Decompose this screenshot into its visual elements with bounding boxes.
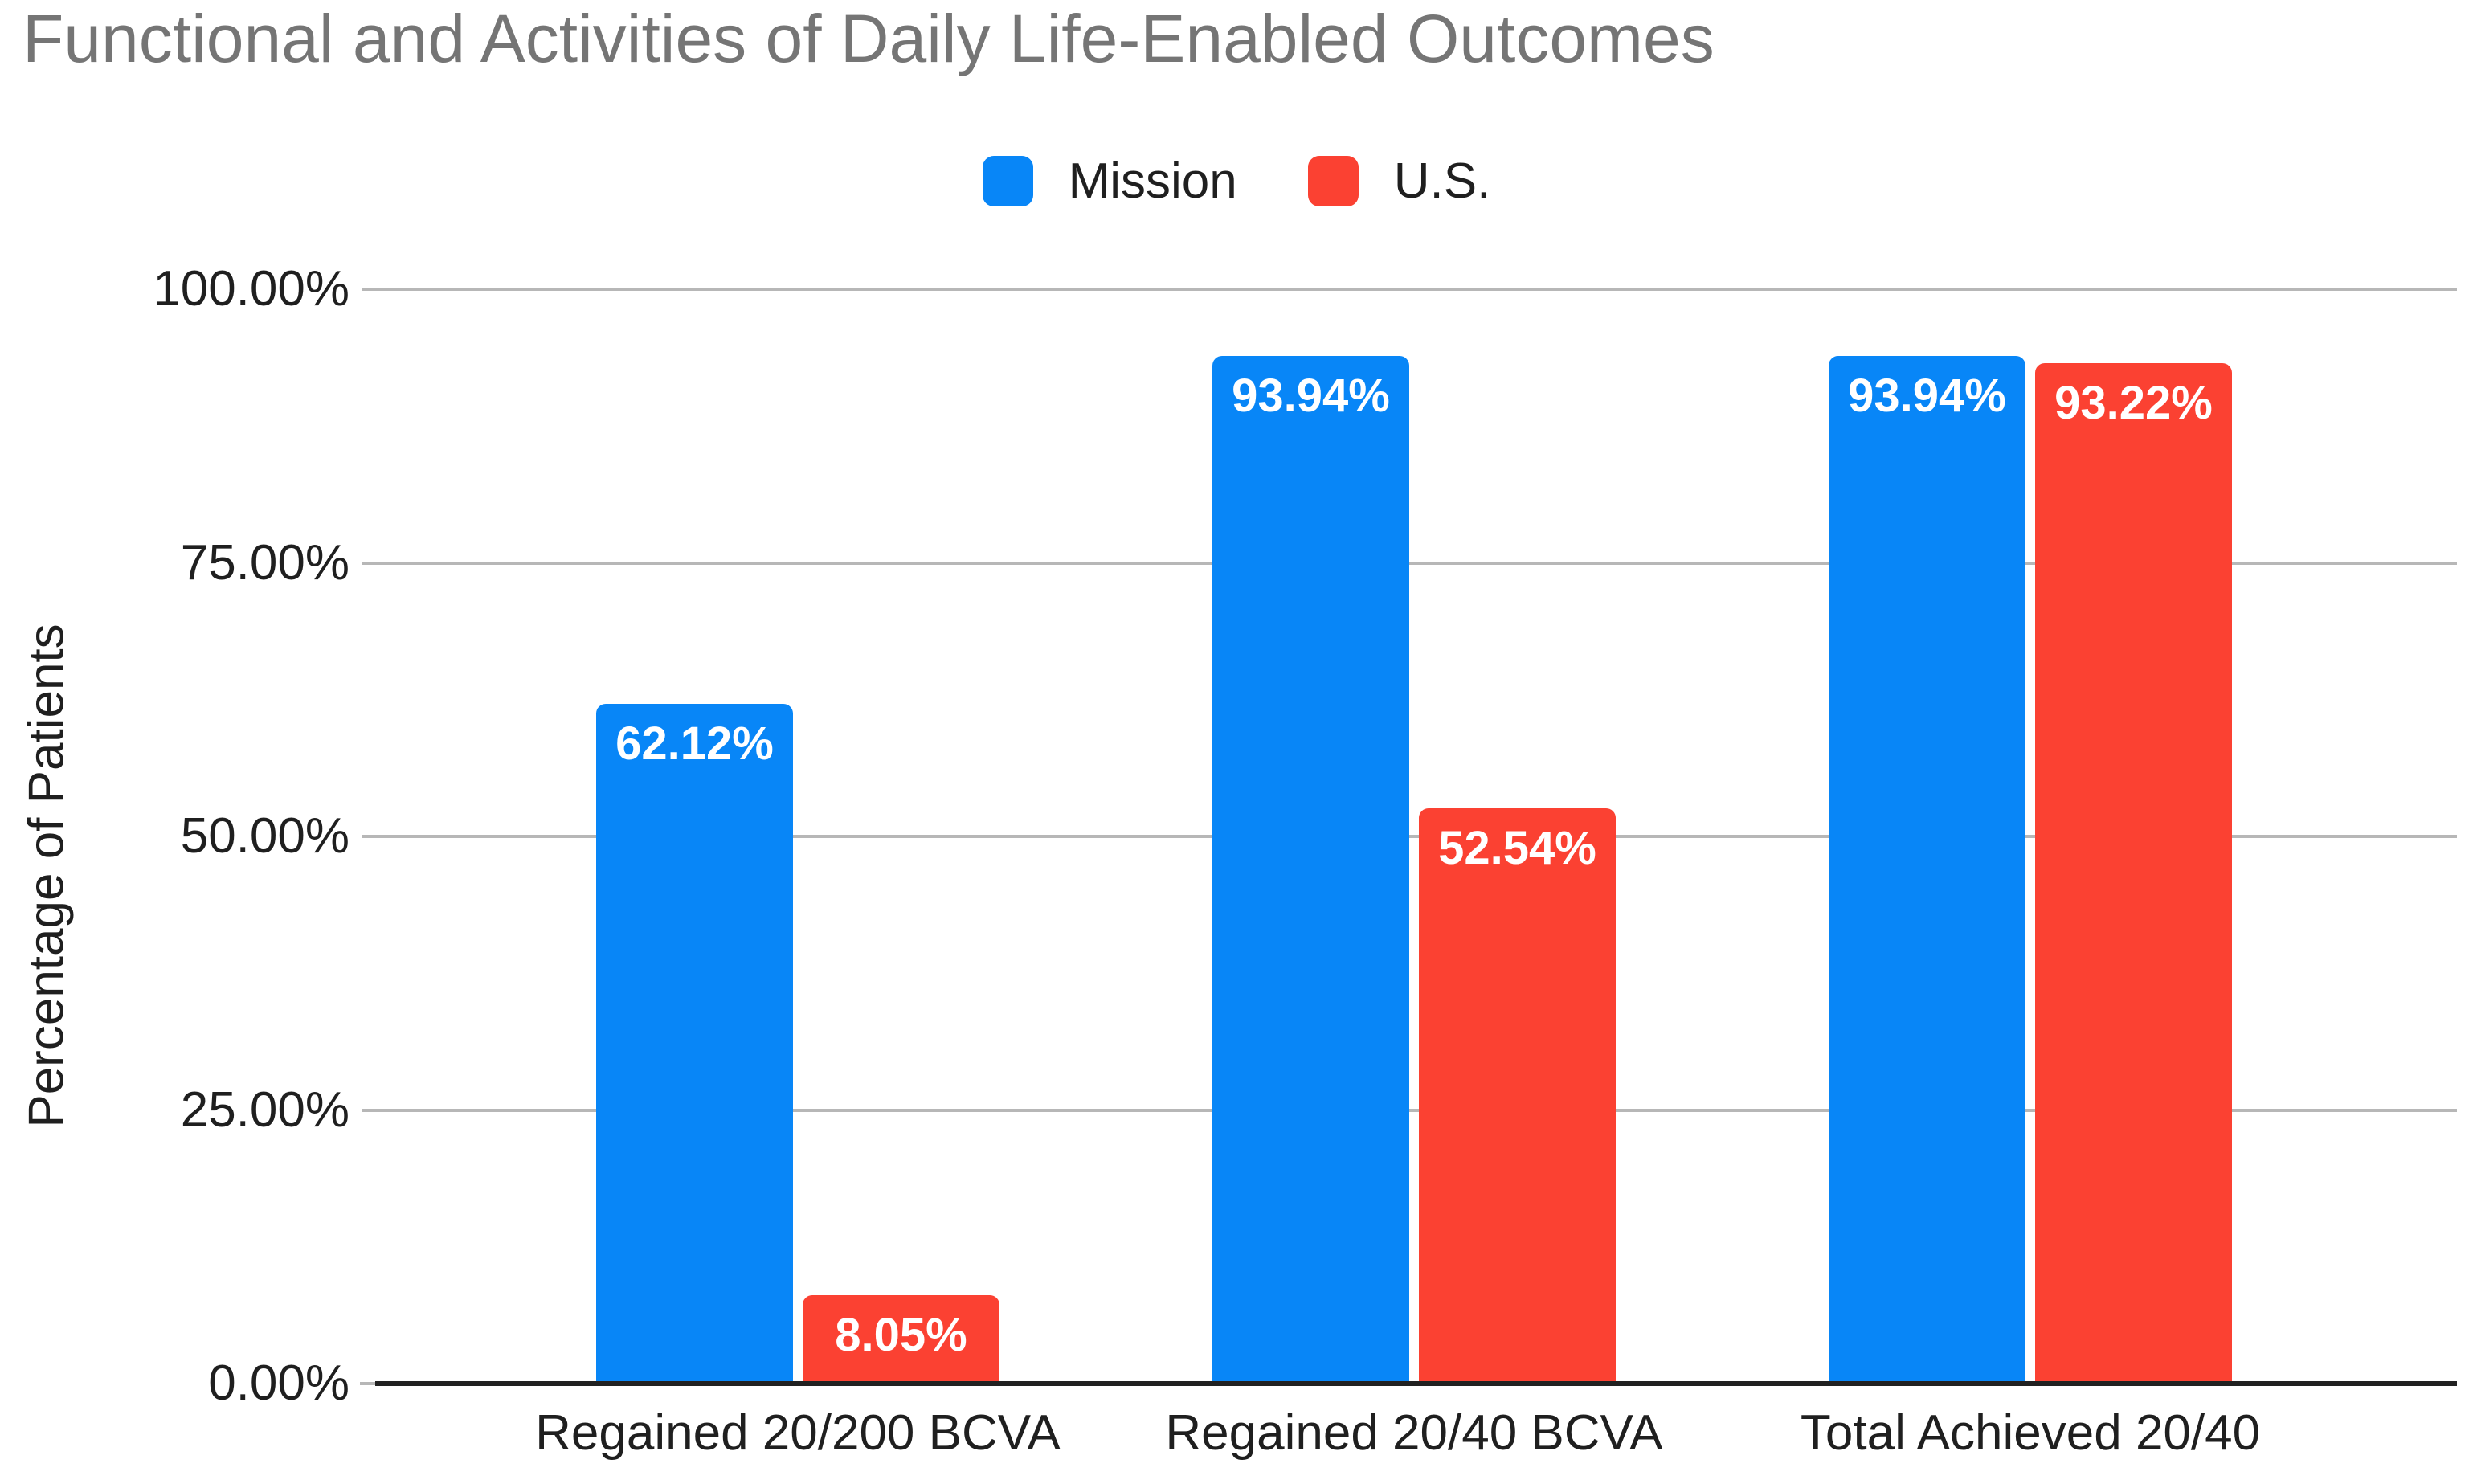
legend-swatch-mission — [982, 156, 1033, 206]
bar-us-2: 52.54% — [1419, 808, 1616, 1384]
bar-value-label: 93.94% — [1232, 370, 1390, 422]
chart-title: Functional and Activities of Daily Life-… — [22, 1, 1715, 76]
legend-item-mission: Mission — [982, 153, 1237, 210]
bar-value-label: 93.94% — [1848, 370, 2006, 422]
legend-swatch-us — [1307, 156, 1359, 206]
y-tick-label: 75.00% — [180, 534, 349, 591]
y-tick-label: 50.00% — [180, 808, 349, 864]
bar-us-3: 93.22% — [2035, 363, 2232, 1384]
gridline — [362, 1108, 2457, 1112]
x-axis-line — [375, 1381, 2457, 1386]
bar-us-1: 8.05% — [803, 1295, 999, 1384]
bar-value-label: 62.12% — [615, 717, 774, 770]
legend-label: U.S. — [1393, 153, 1491, 209]
gridline — [362, 835, 2457, 838]
bar-value-label: 93.22% — [2054, 377, 2213, 429]
legend-item-us: U.S. — [1307, 153, 1491, 210]
x-category-label: Regained 20/40 BCVA — [1165, 1405, 1663, 1461]
y-tick-label: 25.00% — [180, 1081, 349, 1138]
legend: Mission U.S. — [0, 153, 2473, 210]
bar-value-label: 8.05% — [835, 1309, 967, 1361]
bar-mission-2: 93.94% — [1212, 356, 1409, 1384]
x-category-label: Total Achieved 20/40 — [1800, 1405, 2261, 1461]
y-tick-label: 0.00% — [208, 1355, 349, 1411]
bar-mission-3: 93.94% — [1829, 356, 2025, 1384]
y-tick-label: 100.00% — [153, 261, 349, 317]
gridline — [362, 561, 2457, 565]
x-category-label: Regained 20/200 BCVA — [535, 1405, 1061, 1461]
gridline — [362, 288, 2457, 291]
bar-mission-1: 62.12% — [596, 704, 793, 1384]
bar-value-label: 52.54% — [1438, 822, 1596, 874]
y-axis-title: Percentage of Patients — [18, 623, 75, 1128]
legend-label: Mission — [1068, 153, 1237, 209]
